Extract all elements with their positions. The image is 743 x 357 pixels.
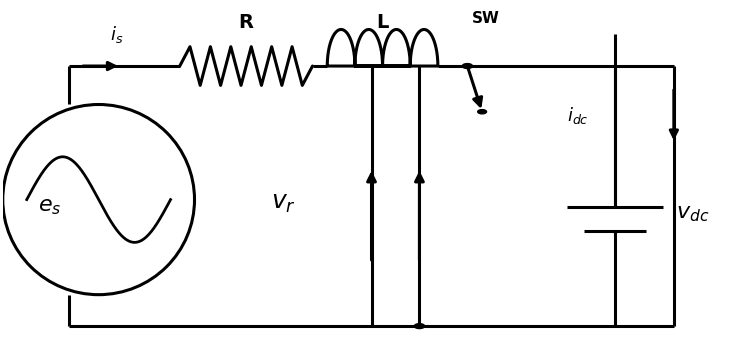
Circle shape [478, 110, 487, 114]
Text: $e_s$: $e_s$ [37, 197, 61, 217]
Circle shape [415, 324, 424, 328]
Text: SW: SW [472, 11, 500, 26]
Text: L: L [377, 12, 389, 32]
Text: R: R [239, 12, 253, 32]
Circle shape [462, 64, 473, 69]
Text: $i_s$: $i_s$ [111, 24, 124, 45]
Text: $v_r$: $v_r$ [270, 191, 296, 215]
Text: $i_{dc}$: $i_{dc}$ [567, 105, 589, 126]
Text: $v_{dc}$: $v_{dc}$ [675, 203, 709, 223]
